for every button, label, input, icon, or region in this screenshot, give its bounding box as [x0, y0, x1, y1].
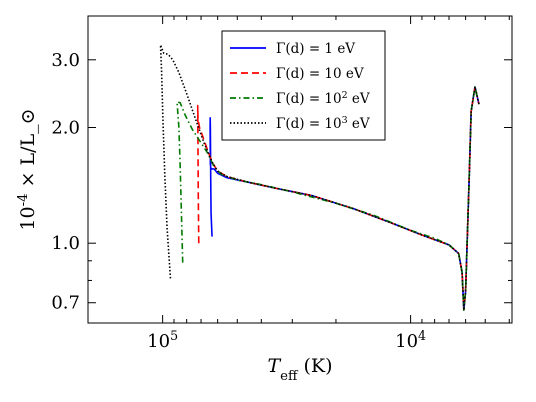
y-tick-label: 3.0	[51, 50, 80, 71]
series-line-2	[196, 86, 480, 311]
series-line-3	[176, 86, 480, 311]
y-axis-label: 10-4 × L/L_⊙	[16, 108, 40, 230]
series-layer	[159, 44, 480, 311]
y-tick-label: 2.0	[51, 117, 80, 138]
series-line-4	[159, 44, 480, 311]
legend-box	[221, 30, 386, 141]
y-tick-label: 0.7	[51, 293, 80, 314]
legend-label: Γ(d) = 1 eV	[276, 41, 355, 57]
legend: Γ(d) = 1 eV Γ(d) = 10 eV Γ(d) = 102 eV Γ(d)…	[221, 30, 386, 141]
x-tick-labels: 105 104	[147, 328, 426, 353]
x-axis-label: Teff (K)	[267, 355, 332, 384]
x-tick-label: 105	[147, 328, 178, 353]
legend-label: Γ(d) = 10 eV	[276, 66, 364, 82]
tick-layer	[88, 16, 512, 323]
legend-label: Γ(d) = 103 eV	[276, 115, 370, 133]
x-tick-label: 104	[395, 328, 426, 353]
axis-labels: Teff (K) 10-4 × L/L_⊙	[16, 108, 333, 383]
legend-label: Γ(d) = 102 eV	[276, 90, 370, 108]
y-tick-labels: 3.0 2.0 1.0 0.7	[51, 50, 80, 314]
plot-frame	[87, 15, 513, 324]
y-tick-label: 1.0	[51, 233, 80, 254]
